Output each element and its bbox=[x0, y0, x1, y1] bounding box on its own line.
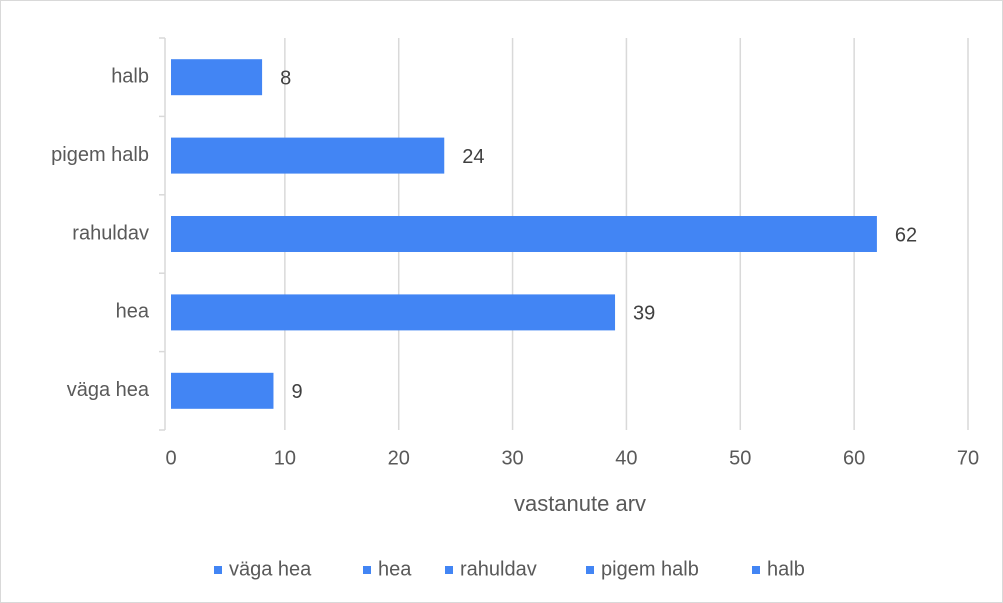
legend-marker bbox=[214, 566, 222, 574]
legend-label: hea bbox=[378, 558, 412, 580]
legend-label: halb bbox=[767, 558, 805, 580]
bar bbox=[171, 294, 616, 331]
legend-marker bbox=[752, 566, 760, 574]
data-label: 24 bbox=[462, 146, 484, 168]
bar bbox=[171, 137, 445, 174]
x-tick-label: 50 bbox=[729, 447, 751, 469]
x-tick-label: 70 bbox=[957, 447, 979, 469]
data-label: 8 bbox=[280, 67, 291, 89]
bar bbox=[171, 59, 263, 96]
x-tick-label: 60 bbox=[843, 447, 865, 469]
bar bbox=[171, 216, 877, 252]
legend-label: pigem halb bbox=[601, 558, 699, 580]
y-tick-label: hea bbox=[116, 301, 150, 323]
y-tick-label: pigem halb bbox=[51, 144, 149, 166]
legend-marker bbox=[363, 566, 371, 574]
x-tick-label: 40 bbox=[615, 447, 637, 469]
legend-marker bbox=[445, 566, 453, 574]
x-tick-label: 30 bbox=[501, 447, 523, 469]
legend-label: väga hea bbox=[229, 558, 312, 580]
bar bbox=[171, 372, 274, 409]
x-tick-label: 0 bbox=[165, 447, 176, 469]
data-label: 39 bbox=[633, 303, 655, 325]
legend-marker bbox=[586, 566, 594, 574]
x-axis-label: vastanute arv bbox=[514, 491, 646, 516]
legend-label: rahuldav bbox=[460, 558, 537, 580]
x-tick-label: 10 bbox=[274, 447, 296, 469]
x-tick-label: 20 bbox=[388, 447, 410, 469]
y-tick-label: halb bbox=[111, 65, 149, 87]
y-tick-label: rahuldav bbox=[72, 222, 149, 244]
data-label: 62 bbox=[895, 224, 917, 246]
data-label: 9 bbox=[291, 381, 302, 403]
y-tick-label: väga hea bbox=[67, 379, 150, 401]
